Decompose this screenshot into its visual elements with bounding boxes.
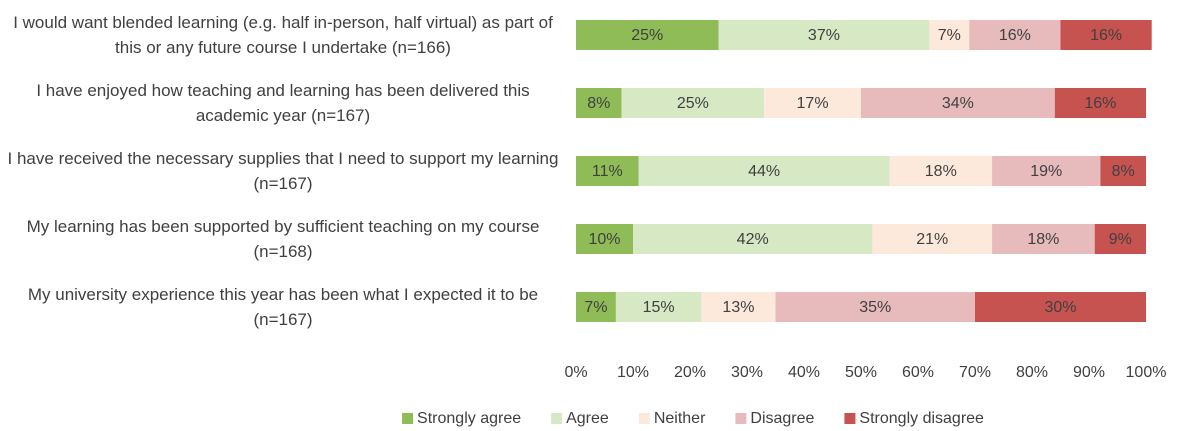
data-label: 18% xyxy=(1027,231,1059,248)
legend-label: Neither xyxy=(654,410,706,427)
bar-segment xyxy=(1094,224,1146,254)
bar-segment xyxy=(889,156,993,186)
data-label: 30% xyxy=(1044,299,1076,316)
data-label: 16% xyxy=(999,27,1031,44)
category-label: My university experience this year has b… xyxy=(27,285,539,329)
data-label: 21% xyxy=(916,231,948,248)
legend-swatch xyxy=(551,413,563,424)
data-label: 44% xyxy=(748,163,780,180)
data-label: 19% xyxy=(1030,163,1062,180)
bar-segment xyxy=(1060,20,1152,50)
x-tick-label: 60% xyxy=(902,364,934,381)
data-label: 11% xyxy=(592,163,623,180)
bar-segment xyxy=(633,224,873,254)
data-label: 17% xyxy=(797,95,829,112)
legend-label: Disagree xyxy=(750,410,814,427)
data-label: 37% xyxy=(808,27,840,44)
data-label: 10% xyxy=(588,231,620,248)
bar-segment xyxy=(615,292,702,322)
bar-segment xyxy=(576,88,622,118)
category-label: I would want blended learning (e.g. half… xyxy=(13,13,553,57)
legend-label: Strongly disagree xyxy=(859,410,984,427)
x-tick-label: 20% xyxy=(674,364,706,381)
bar-segment xyxy=(718,20,930,50)
bar-segment xyxy=(861,88,1055,118)
category-label: I have received the necessary supplies t… xyxy=(7,149,559,193)
x-tick-label: 80% xyxy=(1016,364,1048,381)
bar-segment xyxy=(638,156,890,186)
x-tick-label: 40% xyxy=(788,364,820,381)
bar-segment xyxy=(576,224,633,254)
data-label: 25% xyxy=(677,95,709,112)
bar-segment xyxy=(576,156,639,186)
data-label: 16% xyxy=(1084,95,1116,112)
legend-swatch xyxy=(735,413,747,424)
data-label: 7% xyxy=(584,299,607,316)
data-label: 13% xyxy=(722,299,754,316)
legend-label: Strongly agree xyxy=(417,410,521,427)
data-label: 8% xyxy=(1112,163,1135,180)
bar-segment xyxy=(1100,156,1146,186)
x-tick-label: 70% xyxy=(959,364,991,381)
data-label: 18% xyxy=(925,163,957,180)
x-tick-label: 50% xyxy=(845,364,877,381)
x-tick-label: 0% xyxy=(564,364,587,381)
data-label: 25% xyxy=(631,27,663,44)
bar-segment xyxy=(775,292,975,322)
bar-segment xyxy=(576,292,616,322)
bar-segment xyxy=(929,20,970,50)
legend-label: Agree xyxy=(566,410,609,427)
category-label: My learning has been supported by suffic… xyxy=(26,217,540,261)
bar-segment xyxy=(969,20,1061,50)
data-label: 42% xyxy=(737,231,769,248)
bar-segment xyxy=(975,292,1146,322)
data-label: 34% xyxy=(942,95,974,112)
bar-segment xyxy=(1054,88,1146,118)
bar-segment xyxy=(701,292,776,322)
legend-swatch xyxy=(844,413,856,424)
bar-segment xyxy=(872,224,993,254)
bar-segment xyxy=(764,88,861,118)
data-label: 7% xyxy=(938,27,961,44)
x-tick-label: 10% xyxy=(617,364,649,381)
legend-swatch xyxy=(638,413,650,424)
x-tick-label: 100% xyxy=(1126,364,1167,381)
data-label: 9% xyxy=(1109,231,1132,248)
data-label: 15% xyxy=(643,299,675,316)
bar-segment xyxy=(576,20,719,50)
bar-segment xyxy=(992,156,1101,186)
data-label: 16% xyxy=(1090,27,1122,44)
bar-segment xyxy=(621,88,765,118)
x-tick-label: 30% xyxy=(731,364,763,381)
data-label: 35% xyxy=(859,299,891,316)
bar-segment xyxy=(992,224,1095,254)
x-tick-label: 90% xyxy=(1073,364,1105,381)
data-label: 8% xyxy=(587,95,610,112)
legend-swatch xyxy=(402,413,414,424)
category-label: I have enjoyed how teaching and learning… xyxy=(36,81,530,125)
